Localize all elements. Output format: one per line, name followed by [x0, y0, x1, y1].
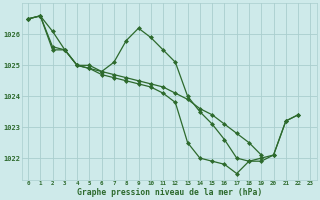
- X-axis label: Graphe pression niveau de la mer (hPa): Graphe pression niveau de la mer (hPa): [76, 188, 262, 197]
